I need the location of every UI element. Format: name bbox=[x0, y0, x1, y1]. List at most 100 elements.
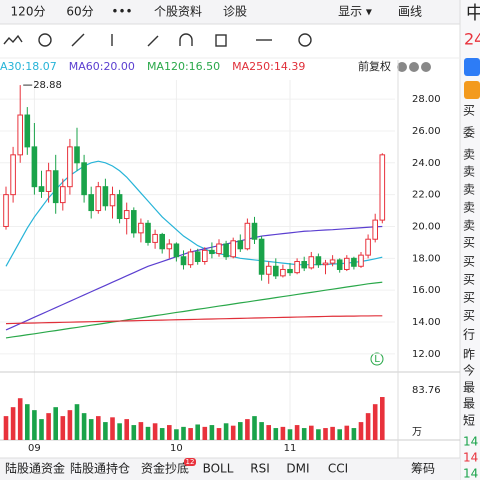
volume-bar bbox=[103, 422, 108, 440]
tool-icon[interactable] bbox=[298, 33, 312, 47]
candle-body bbox=[244, 222, 251, 250]
candle-body bbox=[194, 251, 201, 263]
x-tick-label: 09 bbox=[28, 443, 41, 454]
bottom-tab[interactable]: DMI bbox=[286, 462, 309, 476]
candle-body bbox=[209, 249, 215, 255]
bottom-tab[interactable]: BOLL bbox=[203, 462, 234, 476]
candle-body bbox=[67, 146, 73, 188]
volume-bar bbox=[138, 422, 144, 440]
volume-bar bbox=[294, 425, 300, 440]
tool-icon[interactable] bbox=[38, 33, 52, 47]
candle-body bbox=[145, 222, 151, 243]
volume-bar bbox=[245, 419, 250, 440]
legend-button[interactable] bbox=[421, 62, 431, 72]
candle-body bbox=[81, 162, 87, 196]
bottom-tab[interactable]: 陆股通资金 bbox=[5, 461, 65, 476]
candle-body bbox=[95, 186, 102, 212]
side-button[interactable] bbox=[464, 58, 480, 76]
volume-bar bbox=[88, 419, 94, 440]
candle-body bbox=[223, 243, 229, 258]
volume-bar bbox=[287, 429, 293, 440]
candle-body bbox=[322, 262, 329, 266]
candle-body bbox=[166, 243, 173, 250]
side-label: 昨 bbox=[463, 348, 475, 362]
volume-bar bbox=[159, 428, 165, 440]
side-label: 卖 bbox=[463, 148, 475, 162]
tab[interactable]: ••• bbox=[111, 5, 132, 19]
tool-icon[interactable] bbox=[215, 34, 227, 47]
candle-body bbox=[10, 154, 16, 196]
legend-button[interactable] bbox=[409, 62, 419, 72]
candle-body bbox=[258, 238, 265, 275]
volume-bar bbox=[252, 416, 257, 440]
side-button[interactable] bbox=[464, 81, 480, 99]
volume-bar bbox=[309, 425, 314, 440]
volume-bar bbox=[74, 404, 80, 440]
volume-bar bbox=[223, 423, 229, 440]
candle-body bbox=[358, 254, 364, 267]
ma-line bbox=[5, 225, 383, 331]
x-tick-label: 11 bbox=[284, 443, 297, 454]
side-label: 买 bbox=[463, 273, 475, 287]
tab[interactable]: 个股资料 bbox=[154, 5, 202, 19]
volume-bar bbox=[174, 429, 179, 440]
volume-bar bbox=[60, 416, 66, 440]
bottom-tab[interactable]: 陆股通持仓 bbox=[70, 461, 130, 476]
volume-bar bbox=[195, 424, 200, 440]
tool-icon[interactable] bbox=[179, 33, 193, 46]
adjust[interactable]: 前复权 bbox=[358, 59, 391, 73]
tool-icon[interactable] bbox=[147, 35, 159, 47]
stock-price: 24 bbox=[464, 30, 480, 49]
side-label: 短 bbox=[463, 414, 475, 428]
bottom-badge: 12 bbox=[186, 458, 195, 466]
volume-unit: 万 bbox=[412, 427, 422, 438]
side-label: 买 bbox=[463, 255, 475, 269]
volume-bar bbox=[53, 407, 58, 440]
y-tick-label: 18.00 bbox=[412, 253, 441, 264]
volume-bar bbox=[202, 426, 208, 440]
bottom-tab[interactable]: CCI bbox=[328, 462, 348, 476]
tab[interactable]: 画线 bbox=[398, 5, 422, 19]
candle-body bbox=[38, 186, 45, 192]
side-label: 买 bbox=[463, 291, 475, 305]
volume-tick-label: 83.76 bbox=[412, 385, 441, 396]
volume-bar bbox=[330, 426, 335, 440]
toolbar bbox=[3, 33, 312, 47]
y-tick-label: 12.00 bbox=[412, 349, 441, 360]
volume-bar bbox=[230, 425, 236, 440]
side-price: 14 bbox=[463, 435, 478, 449]
candle-body bbox=[344, 257, 350, 270]
bottom-tab[interactable]: 资金抄底 bbox=[141, 461, 189, 476]
bottom-tab[interactable]: RSI bbox=[250, 462, 270, 476]
volume-bar bbox=[145, 426, 151, 440]
legend-button[interactable] bbox=[397, 62, 407, 72]
stock-name: 中 bbox=[466, 3, 480, 24]
tool-icon[interactable] bbox=[3, 34, 23, 45]
side-label: 今 bbox=[463, 363, 475, 378]
tab[interactable]: 显示 ▾ bbox=[338, 5, 372, 19]
volume-bar bbox=[380, 397, 385, 440]
tab[interactable]: 60分 bbox=[66, 5, 93, 19]
side-label: 委 bbox=[463, 126, 475, 140]
volume-bar bbox=[188, 428, 193, 440]
candle-body bbox=[336, 259, 343, 270]
side-label: 行 bbox=[463, 328, 475, 342]
volume-bar bbox=[273, 428, 279, 440]
tab[interactable]: 120分 bbox=[11, 5, 46, 19]
candle-body bbox=[74, 146, 80, 164]
side-label: 最 bbox=[463, 381, 475, 395]
candle-body bbox=[24, 114, 31, 148]
volume-bar bbox=[280, 426, 286, 440]
tab[interactable]: 诊股 bbox=[223, 5, 247, 19]
candle-body bbox=[31, 146, 38, 188]
ma-line bbox=[5, 315, 383, 325]
tool-icon[interactable] bbox=[71, 33, 85, 47]
candle-body bbox=[294, 261, 300, 274]
volume-bar bbox=[117, 423, 122, 440]
chips-tab[interactable]: 筹码 bbox=[411, 462, 435, 476]
volume-bar bbox=[351, 428, 357, 440]
volume-bar bbox=[96, 416, 101, 440]
candle-body bbox=[173, 243, 180, 258]
candle-body bbox=[237, 240, 244, 250]
volume-bar bbox=[124, 419, 129, 440]
